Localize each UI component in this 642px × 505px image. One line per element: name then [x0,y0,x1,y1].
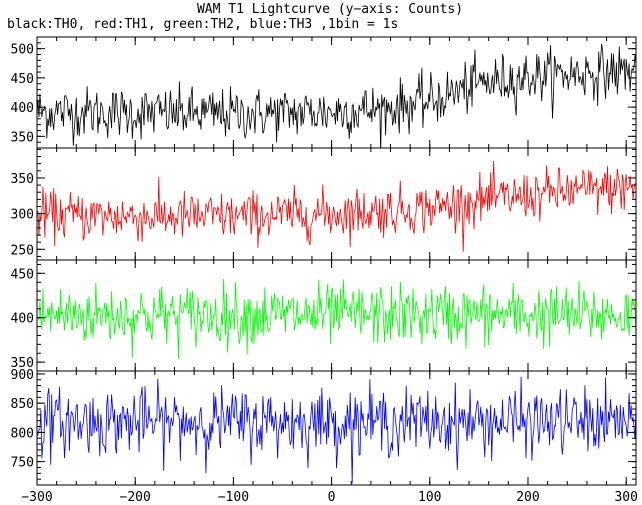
panel-th3: 750 800 850 900 [11,368,637,486]
plot-area: 350 400 450 500 250 300 350 350 400 450 750 800 850 9… [11,36,638,505]
panel-frame [36,370,637,486]
panel-th2: 350 400 450 [11,259,637,372]
y-tick-label: 900 [11,368,34,383]
x-tick-label: 0 [328,490,336,505]
series-th0 [37,43,636,148]
series-th1 [37,160,636,252]
y-tick-label: 400 [11,101,34,116]
y-tick-label: 750 [11,456,34,471]
chart-subtitle: black:TH0, red:TH1, green:TH2, blue:TH3 … [7,17,398,32]
x-tick-label: 300 [614,490,637,505]
y-tick-label: 500 [11,43,34,58]
x-tick-label: −300 [21,490,52,505]
y-tick-label: 850 [11,397,34,412]
y-tick-label: 350 [11,356,34,371]
panel-frame [36,36,637,149]
series-th3 [37,376,636,484]
y-tick-label: 450 [11,267,34,282]
x-tick-label: −200 [120,490,151,505]
y-tick-label: 350 [11,172,34,187]
series-th2 [37,278,636,360]
y-tick-label: 800 [11,426,34,441]
y-tick-label: 350 [11,130,34,145]
panel-th1: 250 300 350 [11,147,637,261]
x-tick-label: −100 [218,490,249,505]
x-tick-label: 200 [516,490,539,505]
y-tick-label: 300 [11,208,34,223]
y-tick-label: 250 [11,243,34,258]
panel-th0: 350 400 450 500 [11,36,637,149]
y-tick-label: 400 [11,312,34,327]
y-tick-label: 450 [11,72,34,87]
chart-title: WAM T1 Lightcurve (y−axis: Counts) [197,2,463,17]
panel-frame [36,147,637,261]
x-tick-label: 100 [418,490,441,505]
